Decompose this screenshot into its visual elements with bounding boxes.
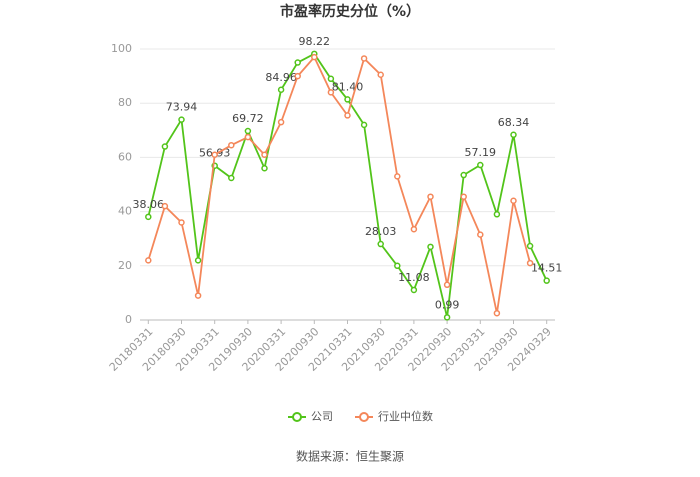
legend-marker <box>292 412 302 422</box>
data-label: 84.96 <box>265 71 297 84</box>
point <box>344 112 351 119</box>
point <box>344 96 351 103</box>
point <box>244 133 252 141</box>
point <box>360 121 368 129</box>
point <box>178 116 185 123</box>
point <box>493 211 501 218</box>
y-tick-label: 40 <box>118 205 132 218</box>
point <box>543 277 550 284</box>
point <box>526 259 534 267</box>
source: 数据来源：恒生聚源 <box>296 449 404 464</box>
y-tick-label: 20 <box>118 259 132 272</box>
data-label: 68.34 <box>498 116 530 129</box>
y-tick-label: 80 <box>118 96 132 109</box>
point <box>294 72 301 80</box>
legend-label: 公司 <box>311 410 333 423</box>
point <box>427 243 434 251</box>
point <box>327 75 335 83</box>
point <box>261 164 268 172</box>
data-label: 0.99 <box>435 298 460 311</box>
point <box>161 202 169 210</box>
point <box>477 231 484 238</box>
point <box>194 292 202 299</box>
data-label: 73.94 <box>166 101 198 114</box>
point <box>211 151 218 158</box>
point <box>277 86 285 94</box>
point <box>145 257 152 264</box>
data-label: 81.40 <box>332 80 364 93</box>
point <box>394 262 401 270</box>
point <box>327 89 335 96</box>
point <box>178 219 185 226</box>
data-label: 69.72 <box>232 112 264 125</box>
point <box>443 314 451 321</box>
point <box>394 173 401 180</box>
point <box>477 161 484 169</box>
point <box>460 171 467 179</box>
point <box>377 71 384 78</box>
point <box>161 143 169 150</box>
point <box>311 53 318 61</box>
legend-marker <box>359 412 369 422</box>
point <box>410 286 418 294</box>
data-label: 28.03 <box>365 225 397 238</box>
point <box>360 55 368 62</box>
data-label: 98.22 <box>299 35 331 48</box>
point <box>493 309 501 317</box>
data-label: 38.06 <box>133 198 165 211</box>
legend-label: 行业中位数 <box>378 409 433 423</box>
point <box>410 225 418 233</box>
point <box>294 59 301 66</box>
chart-title: 市盈率历史分位（%） <box>280 3 420 20</box>
y-tick-label: 100 <box>111 42 132 55</box>
point <box>228 141 235 149</box>
point <box>510 197 517 205</box>
point <box>526 242 534 250</box>
point <box>194 257 202 264</box>
point <box>510 131 517 139</box>
point <box>443 281 451 289</box>
y-tick-label: 60 <box>118 150 132 163</box>
point <box>377 240 384 248</box>
point <box>228 174 235 182</box>
point <box>145 213 152 221</box>
data-label: 57.19 <box>465 146 497 159</box>
y-tick-label: 0 <box>125 313 132 326</box>
data-label: 14.51 <box>531 262 563 275</box>
point <box>460 193 467 200</box>
point <box>244 127 252 135</box>
point <box>427 193 434 200</box>
series-line <box>147 55 531 314</box>
point <box>277 118 285 126</box>
data-label: 11.08 <box>398 271 430 284</box>
point <box>261 151 268 158</box>
